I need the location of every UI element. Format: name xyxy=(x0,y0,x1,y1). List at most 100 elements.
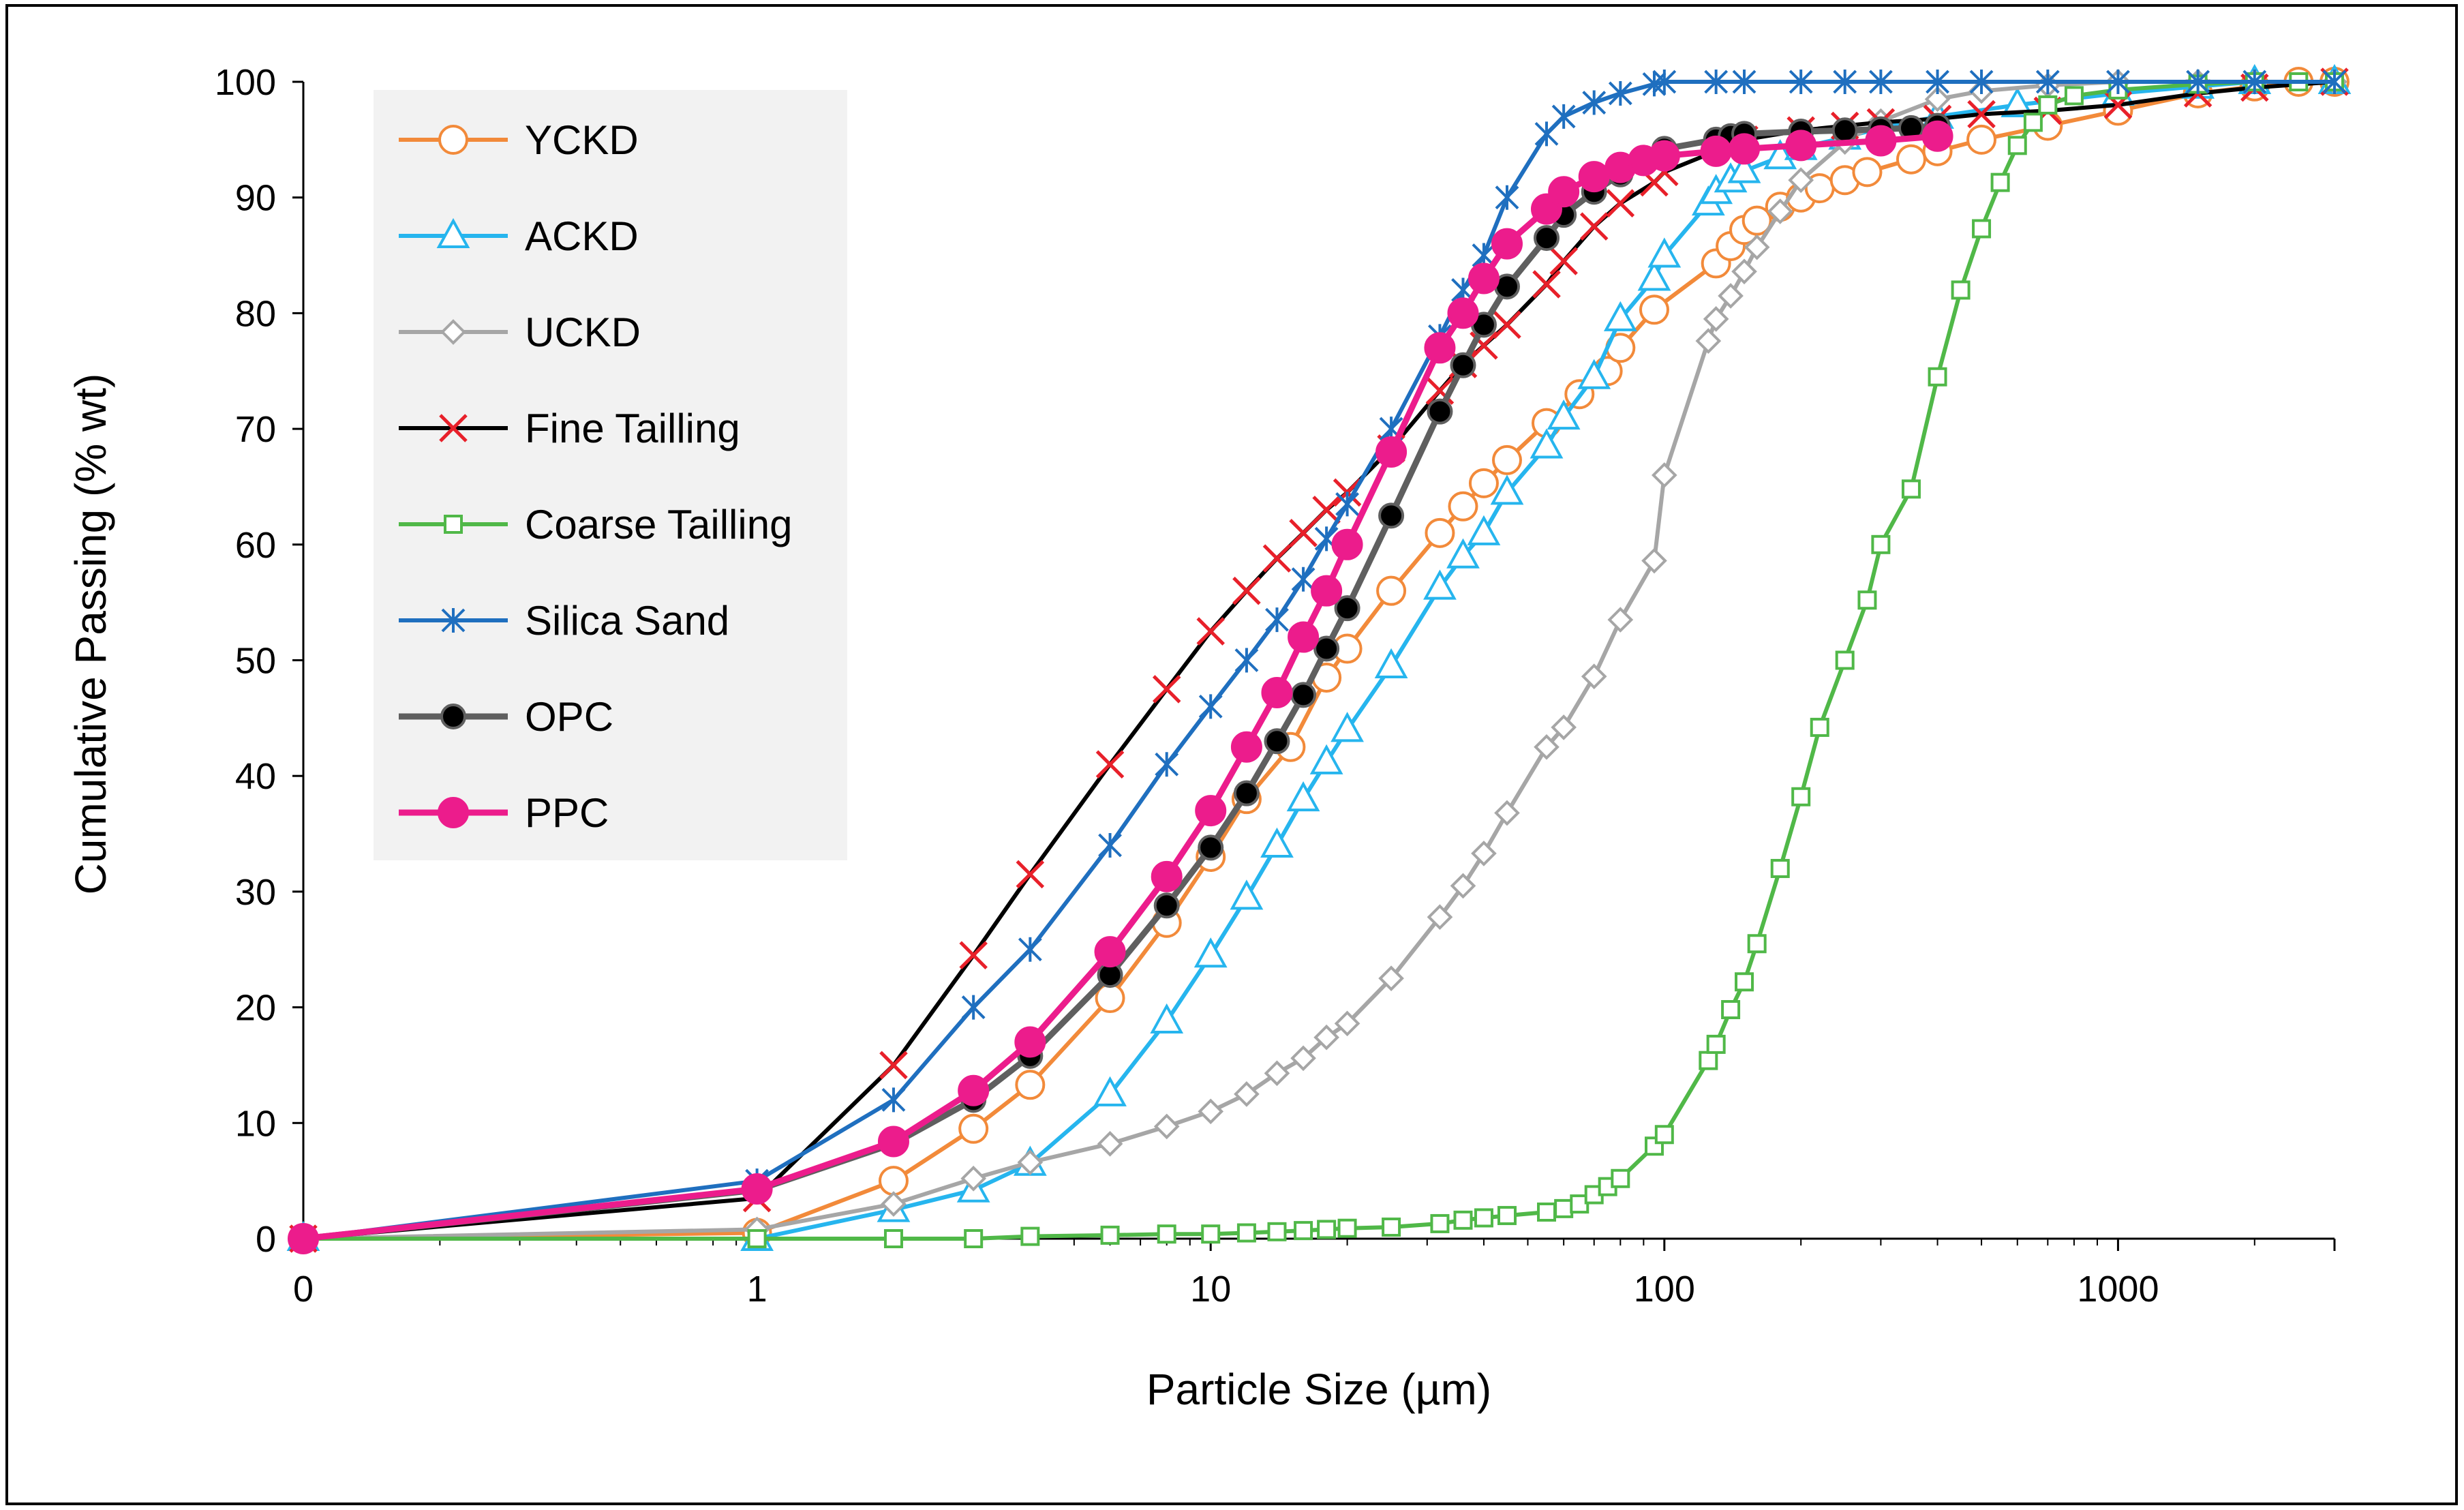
data-point-ppc xyxy=(1648,140,1680,172)
data-point-coarse-tailling xyxy=(1453,1210,1473,1230)
legend-label: Silica Sand xyxy=(525,598,729,644)
data-point-coarse-tailling xyxy=(1337,1218,1357,1238)
data-point-fine-tailling xyxy=(1967,100,1996,129)
legend-label: PPC xyxy=(525,790,609,836)
legend-item-yckd: YCKD xyxy=(399,117,639,163)
data-point-fine-tailling xyxy=(1532,270,1561,299)
data-point-yckd xyxy=(1491,444,1522,475)
data-point-uckd xyxy=(1313,1024,1339,1051)
data-point-uckd xyxy=(1198,1098,1224,1125)
data-point-coarse-tailling xyxy=(1770,858,1790,878)
data-point-fine-tailling xyxy=(1016,860,1045,889)
data-point-silica-sand xyxy=(1789,70,1813,94)
data-point-ackd xyxy=(1547,399,1581,430)
data-point-silica-sand xyxy=(2242,70,2267,94)
data-point-uckd xyxy=(881,1191,907,1217)
data-point-ppc xyxy=(958,1074,990,1106)
data-point-coarse-tailling xyxy=(1747,934,1767,954)
y-tick-label: 30 xyxy=(235,872,276,913)
data-point-ackd xyxy=(1374,648,1408,678)
data-point-fine-tailling xyxy=(1549,247,1578,275)
data-point-yckd xyxy=(1376,575,1407,606)
series-line-silica-sand xyxy=(303,80,2334,1241)
data-point-silica-sand xyxy=(881,1087,906,1113)
data-point-uckd xyxy=(1494,800,1520,826)
legend-item-fine-tailling: Fine Tailling xyxy=(399,406,740,451)
legend-label: ACKD xyxy=(525,213,639,259)
y-tick-label: 70 xyxy=(235,409,276,450)
data-point-ppc xyxy=(1729,133,1761,165)
data-point-ppc xyxy=(1447,297,1479,329)
data-point-ppc xyxy=(741,1173,773,1205)
data-point-ackd xyxy=(1446,538,1480,569)
data-point-opc xyxy=(1534,225,1560,252)
data-point-fine-tailling xyxy=(1262,544,1292,573)
legend-item-uckd: UCKD xyxy=(399,309,641,355)
data-point-silica-sand xyxy=(1098,833,1122,858)
data-point-yckd xyxy=(1468,468,1499,498)
data-point-yckd xyxy=(1015,1070,1046,1100)
data-point-ppc xyxy=(1331,528,1363,560)
x-tick-label: 10 xyxy=(1190,1269,1231,1310)
data-point-uckd xyxy=(1744,234,1770,260)
x-axis-title: Particle Size (µm) xyxy=(1146,1365,1491,1414)
data-point-coarse-tailling xyxy=(1901,479,1921,499)
legend-swatch-marker xyxy=(436,217,470,248)
data-point-ppc xyxy=(1491,228,1523,260)
data-point-silica-sand xyxy=(1868,70,1893,94)
data-point-coarse-tailling xyxy=(1294,1221,1313,1241)
data-point-fine-tailling xyxy=(1312,496,1341,524)
data-point-ppc xyxy=(1785,130,1817,162)
legend-item-coarse-tailling: Coarse Tailling xyxy=(399,502,792,547)
data-point-uckd xyxy=(1641,547,1667,574)
legend-item-ppc: PPC xyxy=(399,790,609,836)
data-point-opc xyxy=(1264,728,1290,755)
data-point-fine-tailling xyxy=(1289,519,1318,547)
data-point-coarse-tailling xyxy=(1699,1051,1718,1070)
data-point-ackd xyxy=(1230,879,1264,910)
data-point-coarse-tailling xyxy=(2038,95,2058,115)
data-point-opc xyxy=(1153,892,1180,919)
y-tick-label: 40 xyxy=(235,756,276,797)
data-point-silica-sand xyxy=(2322,70,2347,94)
data-point-opc xyxy=(1290,682,1317,708)
data-point-silica-sand xyxy=(1608,80,1632,106)
data-point-ackd xyxy=(1727,153,1761,183)
data-point-yckd xyxy=(1448,491,1478,522)
data-point-yckd xyxy=(1852,157,1883,187)
data-point-silica-sand xyxy=(1265,607,1289,633)
data-point-uckd xyxy=(1234,1081,1260,1107)
data-point-yckd xyxy=(1966,124,1997,155)
data-point-uckd xyxy=(1264,1060,1290,1087)
data-point-silica-sand xyxy=(1926,70,1949,94)
data-point-fine-tailling xyxy=(879,1051,908,1080)
x-tick-label: 1000 xyxy=(2077,1269,2159,1310)
y-tick-label: 80 xyxy=(235,293,276,334)
data-point-silica-sand xyxy=(2186,70,2210,94)
legend-swatch-marker xyxy=(438,125,468,155)
data-point-coarse-tailling xyxy=(1857,590,1877,610)
data-point-fine-tailling xyxy=(1152,675,1181,704)
data-point-uckd xyxy=(1334,1010,1360,1037)
data-point-ackd xyxy=(1150,1003,1184,1033)
data-point-ppc xyxy=(1467,262,1500,295)
data-point-yckd xyxy=(878,1166,909,1196)
data-point-coarse-tailling xyxy=(1706,1034,1726,1054)
data-point-ppc xyxy=(1578,161,1610,193)
data-point-coarse-tailling xyxy=(1157,1224,1176,1244)
y-tick-label: 0 xyxy=(256,1219,276,1260)
data-point-yckd xyxy=(1639,295,1669,325)
legend-label: Fine Tailling xyxy=(525,406,740,451)
data-point-silica-sand xyxy=(2035,70,2060,94)
legend-swatch-marker xyxy=(438,797,469,828)
data-point-coarse-tailling xyxy=(1810,717,1829,737)
data-point-coarse-tailling xyxy=(1382,1218,1401,1237)
data-point-coarse-tailling xyxy=(1497,1206,1517,1226)
data-point-yckd xyxy=(958,1113,989,1144)
data-point-ppc xyxy=(1094,936,1126,968)
data-point-ackd xyxy=(1286,781,1320,812)
data-point-ackd xyxy=(1530,428,1564,459)
legend-label: OPC xyxy=(525,694,613,740)
data-point-coarse-tailling xyxy=(1537,1202,1557,1222)
